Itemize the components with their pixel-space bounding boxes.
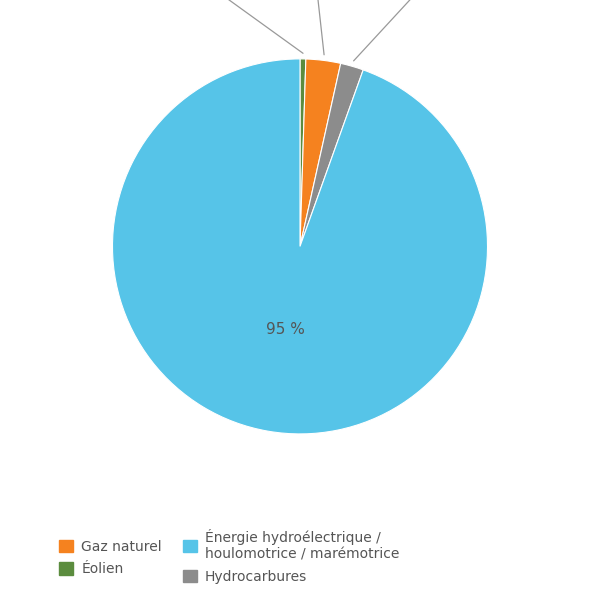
Wedge shape	[112, 59, 488, 434]
Legend: Gaz naturel, Éolien, Énergie hydroélectrique /
houlomotrice / marémotrice, Hydro: Gaz naturel, Éolien, Énergie hydroélectr…	[55, 525, 404, 588]
Wedge shape	[300, 59, 341, 246]
Text: 95 %: 95 %	[266, 322, 305, 337]
Text: <1 %: <1 %	[170, 0, 303, 53]
Text: 2 %: 2 %	[353, 0, 449, 61]
Wedge shape	[300, 59, 306, 246]
Wedge shape	[300, 63, 363, 246]
Text: 3 %: 3 %	[301, 0, 329, 55]
